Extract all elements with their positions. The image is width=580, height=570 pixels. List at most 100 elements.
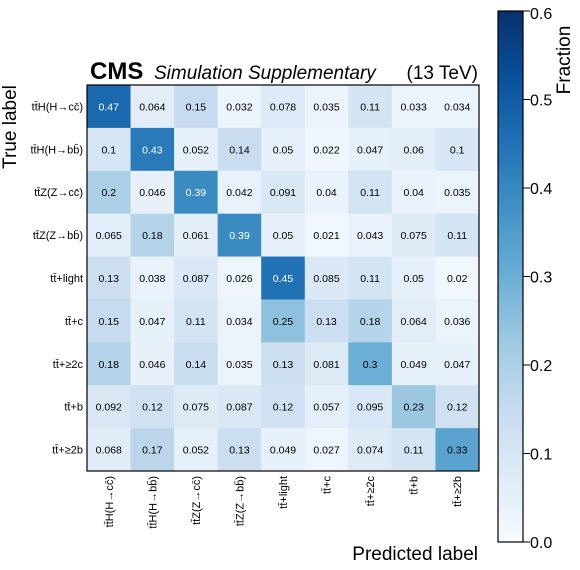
cell-value-label: 0.047	[139, 316, 165, 328]
cell-value-label: 0.091	[270, 187, 296, 199]
cell-value-label: 0.18	[99, 359, 120, 371]
heatmap-cell	[87, 256, 131, 300]
heatmap-cell	[391, 385, 436, 429]
heatmap-cell	[435, 127, 480, 172]
heatmap-cell	[87, 170, 131, 214]
cell-value-label: 0.06	[403, 144, 424, 156]
heatmap-cell	[87, 428, 131, 472]
heatmap-cell	[435, 428, 480, 472]
cell-value-label: 0.12	[447, 402, 468, 414]
cell-value-label: 0.23	[403, 402, 424, 414]
heatmap-cell	[261, 213, 306, 257]
heatmap-cell	[130, 127, 175, 172]
cell-value-label: 0.033	[401, 101, 427, 113]
cell-value-label: 0.092	[96, 402, 122, 414]
column-label: tt̄+light	[278, 476, 290, 509]
heatmap-cell	[130, 85, 175, 129]
heatmap-cell	[261, 85, 306, 129]
heatmap-cell	[217, 170, 262, 214]
cell-value-label: 0.11	[360, 273, 380, 285]
heatmap-cell	[435, 385, 480, 429]
heatmap-cell	[261, 299, 306, 343]
row-label: tt̄H(H→bb̄)	[30, 144, 83, 157]
cell-value-label: 0.026	[226, 273, 252, 285]
heatmap-cell	[217, 342, 262, 386]
cell-value-label: 0.11	[360, 101, 380, 113]
heatmap-cell	[304, 428, 349, 472]
heatmap-cell	[348, 428, 393, 472]
colorbar-tick-label: 0.5	[530, 93, 552, 110]
heatmap-cell	[304, 385, 349, 429]
colorbar-tick-label: 0.2	[530, 358, 552, 375]
heatmap-cell	[130, 385, 175, 429]
cell-value-label: 0.068	[96, 445, 122, 457]
heatmap-cell	[174, 213, 218, 257]
cell-value-label: 0.043	[357, 230, 383, 242]
heatmap-cell	[304, 170, 349, 214]
heatmap-cell	[130, 299, 175, 343]
cell-value-label: 0.064	[139, 101, 165, 113]
cell-value-label: 0.052	[183, 445, 209, 457]
heatmap-cell	[87, 127, 131, 172]
column-label: tt̄+c	[321, 476, 333, 495]
cell-value-label: 0.087	[226, 402, 252, 414]
cell-value-label: 0.035	[444, 187, 470, 199]
heatmap-cell	[217, 428, 262, 472]
cell-value-label: 0.042	[226, 187, 252, 199]
heatmap-cell	[348, 256, 393, 300]
heatmap-cell	[304, 85, 349, 129]
cell-value-label: 0.25	[273, 316, 294, 328]
heatmap-cell	[348, 342, 393, 386]
heatmap-cell	[87, 342, 131, 386]
cell-value-label: 0.12	[142, 402, 163, 414]
colorbar-tick-label: 0.6	[530, 6, 552, 23]
heatmap-cell	[304, 299, 349, 343]
heatmap-cell	[87, 85, 131, 129]
y-axis-label: True label	[0, 85, 21, 169]
cell-value-label: 0.036	[444, 316, 470, 328]
cell-value-label: 0.035	[226, 359, 252, 371]
heatmap-cell	[435, 256, 480, 300]
cell-value-label: 0.081	[313, 359, 339, 371]
heatmap-cells: 0.47 0.064 0.15 0.032 0.078 0.035 0.11 0.033 0.0…	[87, 85, 480, 472]
x-axis-label: Predicted label	[352, 544, 478, 565]
cell-value-label: 0.075	[183, 402, 209, 414]
heatmap-cell	[261, 256, 306, 300]
cell-value-label: 0.15	[99, 316, 120, 328]
heatmap-cell	[174, 256, 218, 300]
cell-value-label: 0.11	[360, 187, 380, 199]
heatmap-cell	[174, 299, 218, 343]
heatmap-cell	[261, 170, 306, 214]
heatmap-cell	[391, 428, 436, 472]
cell-value-label: 0.11	[186, 316, 206, 328]
row-label: tt̄+≥2b	[52, 444, 83, 456]
cell-value-label: 0.046	[139, 187, 165, 199]
heatmap-cell	[348, 170, 393, 214]
cell-value-label: 0.047	[444, 359, 470, 371]
heatmap-cell	[261, 127, 306, 172]
heatmap-cell	[391, 256, 436, 300]
column-label: tt̄H(H→bb̄)	[147, 476, 160, 529]
cell-value-label: 0.14	[186, 359, 207, 371]
cell-value-label: 0.038	[139, 273, 165, 285]
heatmap-cell	[304, 213, 349, 257]
colorbar	[497, 10, 524, 543]
cell-value-label: 0.2	[101, 187, 116, 199]
heatmap-cell	[261, 428, 306, 472]
cell-value-label: 0.065	[96, 230, 122, 242]
cell-value-label: 0.1	[450, 144, 465, 156]
chart-title-energy: (13 TeV)	[407, 63, 478, 84]
colorbar-tick-label: 0.0	[530, 535, 552, 552]
column-label: tt̄H(H→cc̄)	[103, 476, 115, 527]
heatmap-cell	[304, 256, 349, 300]
row-label: tt̄+light	[50, 273, 83, 285]
cell-value-label: 0.33	[447, 445, 468, 457]
heatmap-cell	[130, 170, 175, 214]
heatmap-cell	[217, 256, 262, 300]
cell-value-label: 0.075	[401, 230, 427, 242]
heatmap-cell	[174, 385, 218, 429]
cell-value-label: 0.05	[273, 144, 294, 156]
cell-value-label: 0.11	[404, 445, 424, 457]
heatmap-cell	[348, 127, 393, 172]
row-label: tt̄+c	[65, 316, 84, 328]
